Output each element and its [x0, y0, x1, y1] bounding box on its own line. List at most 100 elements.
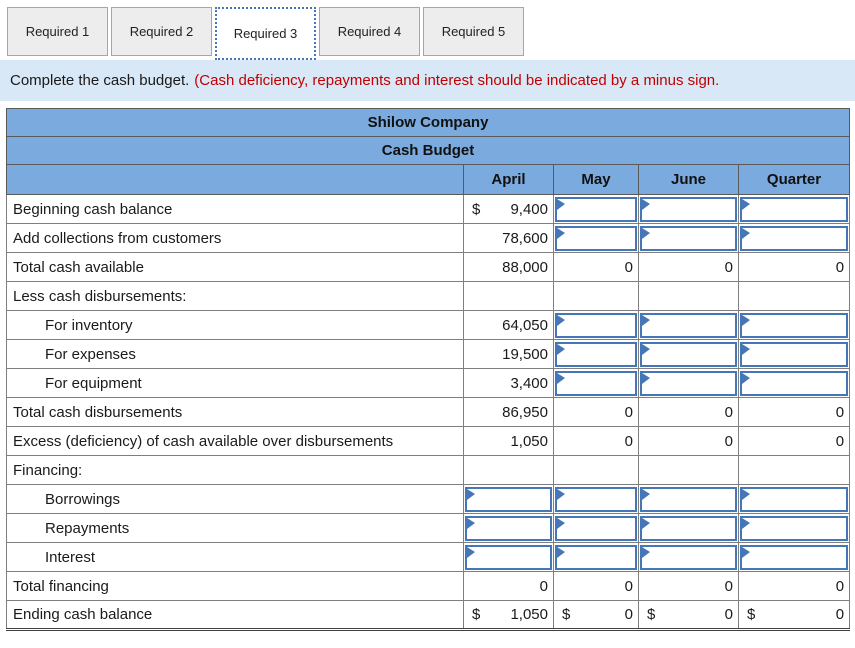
cell-input[interactable]: [640, 225, 737, 251]
table-row: Borrowings: [6, 484, 851, 514]
cell-input[interactable]: [555, 486, 637, 512]
cell-input[interactable]: [555, 341, 637, 367]
row-label: Add collections from customers: [6, 223, 464, 253]
cell-input[interactable]: [640, 544, 737, 570]
cell-input[interactable]: [640, 196, 737, 222]
cell-input[interactable]: [740, 312, 849, 338]
value-cell: 1,050: [463, 426, 554, 456]
table-row: Ending cash balance $1,050 $0 $0 $0: [6, 600, 851, 631]
input-cell: [553, 194, 639, 224]
cell-input[interactable]: [555, 515, 637, 541]
cell-value: 1,050: [510, 606, 548, 623]
table-subtitle: Cash Budget: [5, 136, 851, 165]
cell-input[interactable]: [640, 486, 737, 512]
tab-required-2[interactable]: Required 2: [111, 7, 212, 56]
cell-value: 0: [724, 606, 733, 623]
cell-flag-icon: [557, 343, 565, 355]
table-row: Financing:: [6, 455, 851, 485]
cell-input[interactable]: [740, 225, 849, 251]
cell-input[interactable]: [740, 515, 849, 541]
cell-input[interactable]: [640, 515, 737, 541]
input-cell: [737, 368, 851, 398]
column-header-april: April: [463, 164, 554, 195]
table-row: Total financing 0 0 0 0: [6, 571, 851, 601]
row-label: Ending cash balance: [6, 600, 464, 631]
value-cell: 86,950: [463, 397, 554, 427]
tab-required-4[interactable]: Required 4: [319, 7, 420, 56]
cell-input[interactable]: [740, 370, 849, 396]
cell-input[interactable]: [555, 544, 637, 570]
cell-input[interactable]: [465, 515, 552, 541]
cell-input[interactable]: [740, 196, 849, 222]
input-cell: [737, 223, 851, 253]
empty-cell: [737, 455, 851, 485]
budget-table-container: Shilow Company Cash Budget April May Jun…: [5, 108, 855, 631]
tab-required-1[interactable]: Required 1: [7, 7, 108, 56]
tab-required-3[interactable]: Required 3: [215, 7, 316, 60]
cell-input[interactable]: [740, 486, 849, 512]
value-cell: 64,050: [463, 310, 554, 340]
input-cell: [553, 223, 639, 253]
cell-input[interactable]: [555, 196, 637, 222]
empty-cell: [463, 455, 554, 485]
table-row: Less cash disbursements:: [6, 281, 851, 311]
value-cell: 0: [737, 397, 851, 427]
value-cell: 0: [737, 426, 851, 456]
value-cell: $0: [638, 600, 739, 631]
tab-bar: Required 1 Required 2 Required 3 Required 4…: [0, 0, 855, 60]
input-cell: [638, 310, 739, 340]
company-title: Shilow Company: [5, 108, 851, 137]
cell-flag-icon: [642, 488, 650, 500]
cell-input[interactable]: [465, 486, 552, 512]
table-subtitle-row: Cash Budget: [5, 136, 851, 165]
cell-input[interactable]: [640, 312, 737, 338]
table-row: For expenses 19,500: [6, 339, 851, 369]
input-cell: [737, 484, 851, 514]
table-row: Interest: [6, 542, 851, 572]
cell-input[interactable]: [740, 544, 849, 570]
cell-flag-icon: [742, 546, 750, 558]
cell-flag-icon: [642, 517, 650, 529]
table-row: Total cash available 88,000 0 0 0: [6, 252, 851, 282]
value-cell: 3,400: [463, 368, 554, 398]
cell-flag-icon: [742, 488, 750, 500]
empty-cell: [553, 455, 639, 485]
cell-flag-icon: [557, 227, 565, 239]
value-cell: $0: [553, 600, 639, 631]
cell-input[interactable]: [555, 312, 637, 338]
value-cell: 0: [737, 252, 851, 282]
cell-input[interactable]: [465, 544, 552, 570]
input-cell: [463, 513, 554, 543]
input-cell: [553, 368, 639, 398]
value-cell: 0: [638, 571, 739, 601]
table-row: Total cash disbursements 86,950 0 0 0: [6, 397, 851, 427]
value-cell: 0: [638, 397, 739, 427]
cell-flag-icon: [642, 343, 650, 355]
row-label: Beginning cash balance: [6, 194, 464, 224]
cell-input[interactable]: [640, 370, 737, 396]
column-header-blank: [6, 164, 464, 195]
cell-input[interactable]: [640, 341, 737, 367]
table-row: For inventory 64,050: [6, 310, 851, 340]
row-label: Interest: [6, 542, 464, 572]
cell-flag-icon: [742, 517, 750, 529]
cell-input[interactable]: [555, 370, 637, 396]
table-row: Beginning cash balance $9,400: [6, 194, 851, 224]
empty-cell: [463, 281, 554, 311]
empty-cell: [553, 281, 639, 311]
tab-required-5[interactable]: Required 5: [423, 7, 524, 56]
input-cell: [553, 513, 639, 543]
input-cell: [638, 368, 739, 398]
table-row: Repayments: [6, 513, 851, 543]
cell-input[interactable]: [740, 341, 849, 367]
cell-flag-icon: [742, 198, 750, 210]
cell-input[interactable]: [555, 225, 637, 251]
row-label: For inventory: [6, 310, 464, 340]
value-cell: 19,500: [463, 339, 554, 369]
table-row: Excess (deficiency) of cash available ov…: [6, 426, 851, 456]
value-cell: 0: [463, 571, 554, 601]
row-label: Total financing: [6, 571, 464, 601]
value-cell: 0: [737, 571, 851, 601]
instruction-note-red: (Cash deficiency, repayments and interes…: [194, 72, 720, 89]
value-cell: 0: [553, 426, 639, 456]
